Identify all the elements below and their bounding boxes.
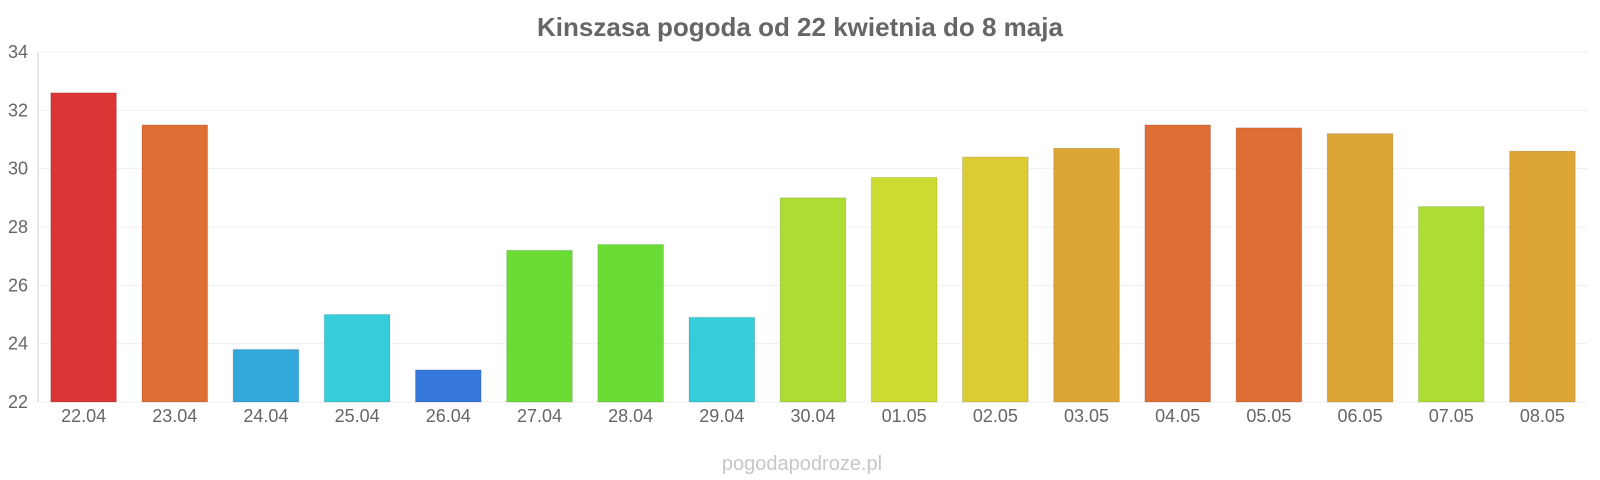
- bar-22.04: [50, 92, 117, 403]
- x-tick-label: 08.05: [1520, 406, 1565, 426]
- x-tick-label: 05.05: [1246, 406, 1291, 426]
- bar-30.04: [779, 197, 847, 403]
- x-tick-label: 02.05: [973, 406, 1018, 426]
- bar-01.05: [870, 176, 938, 403]
- x-tick-label: 29.04: [699, 406, 744, 426]
- bar-25.04: [323, 314, 391, 403]
- bar-03.05: [1053, 147, 1120, 403]
- y-axis-ticks: 22 24 26 28 30 32 34: [8, 42, 28, 412]
- bar-28.04: [597, 244, 664, 403]
- x-tick-label: 07.05: [1429, 406, 1474, 426]
- y-tick-label: 28: [8, 217, 28, 237]
- bar-27.04: [506, 249, 573, 403]
- bar-07.05: [1417, 206, 1485, 403]
- chart-title: Kinszasa pogoda od 22 kwietnia do 8 maja: [537, 12, 1063, 42]
- x-tick-label: 01.05: [882, 406, 927, 426]
- x-tick-label: 04.05: [1155, 406, 1200, 426]
- x-tick-label: 22.04: [61, 406, 106, 426]
- bar-02.05: [962, 156, 1029, 403]
- x-tick-label: 06.05: [1338, 406, 1383, 426]
- bar-08.05: [1509, 150, 1576, 403]
- x-axis-ticks: 22.04 23.04 24.04 25.04 26.04 27.04 28.04 29.04…: [61, 406, 1565, 426]
- x-tick-label: 03.05: [1064, 406, 1109, 426]
- x-tick-label: 26.04: [426, 406, 471, 426]
- x-tick-label: 28.04: [608, 406, 653, 426]
- y-tick-label: 22: [8, 392, 28, 412]
- x-tick-label: 24.04: [243, 406, 288, 426]
- x-tick-label: 23.04: [152, 406, 197, 426]
- y-tick-label: 26: [8, 275, 28, 295]
- bars: [50, 92, 1576, 403]
- bar-24.04: [232, 349, 300, 403]
- y-tick-label: 32: [8, 100, 28, 120]
- bar-26.04: [414, 369, 482, 403]
- y-tick-label: 30: [8, 159, 28, 179]
- x-tick-label: 30.04: [790, 406, 835, 426]
- bar-04.05: [1144, 124, 1212, 403]
- bar-23.04: [141, 124, 209, 403]
- y-tick-label: 24: [8, 334, 28, 354]
- x-tick-label: 25.04: [335, 406, 380, 426]
- bar-29.04: [688, 316, 756, 403]
- bar-06.05: [1326, 133, 1394, 403]
- bar-05.05: [1235, 127, 1303, 403]
- watermark: pogodapodroze.pl: [722, 453, 882, 475]
- x-tick-label: 27.04: [517, 406, 562, 426]
- y-tick-label: 34: [8, 42, 28, 62]
